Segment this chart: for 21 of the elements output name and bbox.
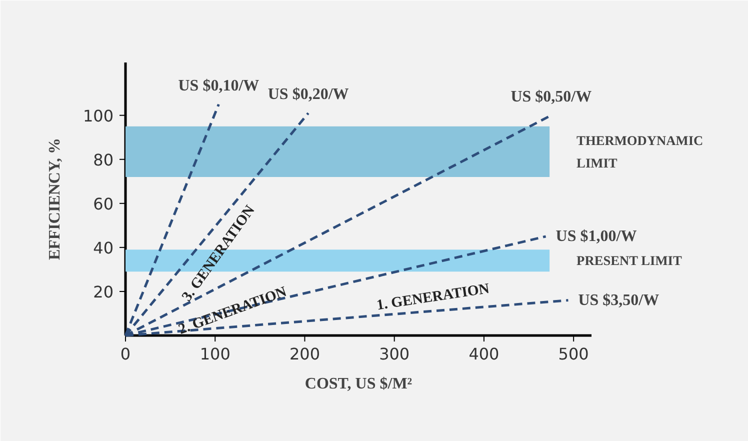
y-tick-label: 80 bbox=[93, 150, 114, 170]
x-tick-label: 200 bbox=[289, 344, 320, 364]
series-label: US $0,20/W bbox=[268, 86, 349, 104]
y-tick-label: 40 bbox=[93, 238, 114, 258]
x-tick-label: 300 bbox=[379, 344, 410, 364]
x-axis-title: COST, US $/M² bbox=[304, 376, 412, 392]
series-label: US $0,50/W bbox=[510, 88, 592, 106]
x-tick-label: 400 bbox=[468, 344, 500, 364]
series-label: US $3,50/W bbox=[578, 292, 660, 309]
series-label: US $1,00/W bbox=[556, 228, 637, 245]
y-tick-label: 20 bbox=[93, 282, 114, 302]
band-label: PRESENT LIMIT bbox=[576, 253, 682, 268]
series-label: US $0,10/W bbox=[178, 77, 260, 94]
x-tick-label: 100 bbox=[200, 344, 230, 364]
x-tick-label: 0 bbox=[120, 344, 131, 364]
annotation: 1. GENERATION bbox=[376, 280, 491, 314]
y-tick-label: 100 bbox=[82, 106, 114, 126]
y-tick-label: 60 bbox=[93, 194, 114, 214]
band-label: THERMODYNAMIC LIMIT bbox=[576, 132, 704, 170]
y-axis-title: EFFICIENCY, % bbox=[46, 138, 64, 260]
x-tick-label: 500 bbox=[558, 344, 589, 364]
